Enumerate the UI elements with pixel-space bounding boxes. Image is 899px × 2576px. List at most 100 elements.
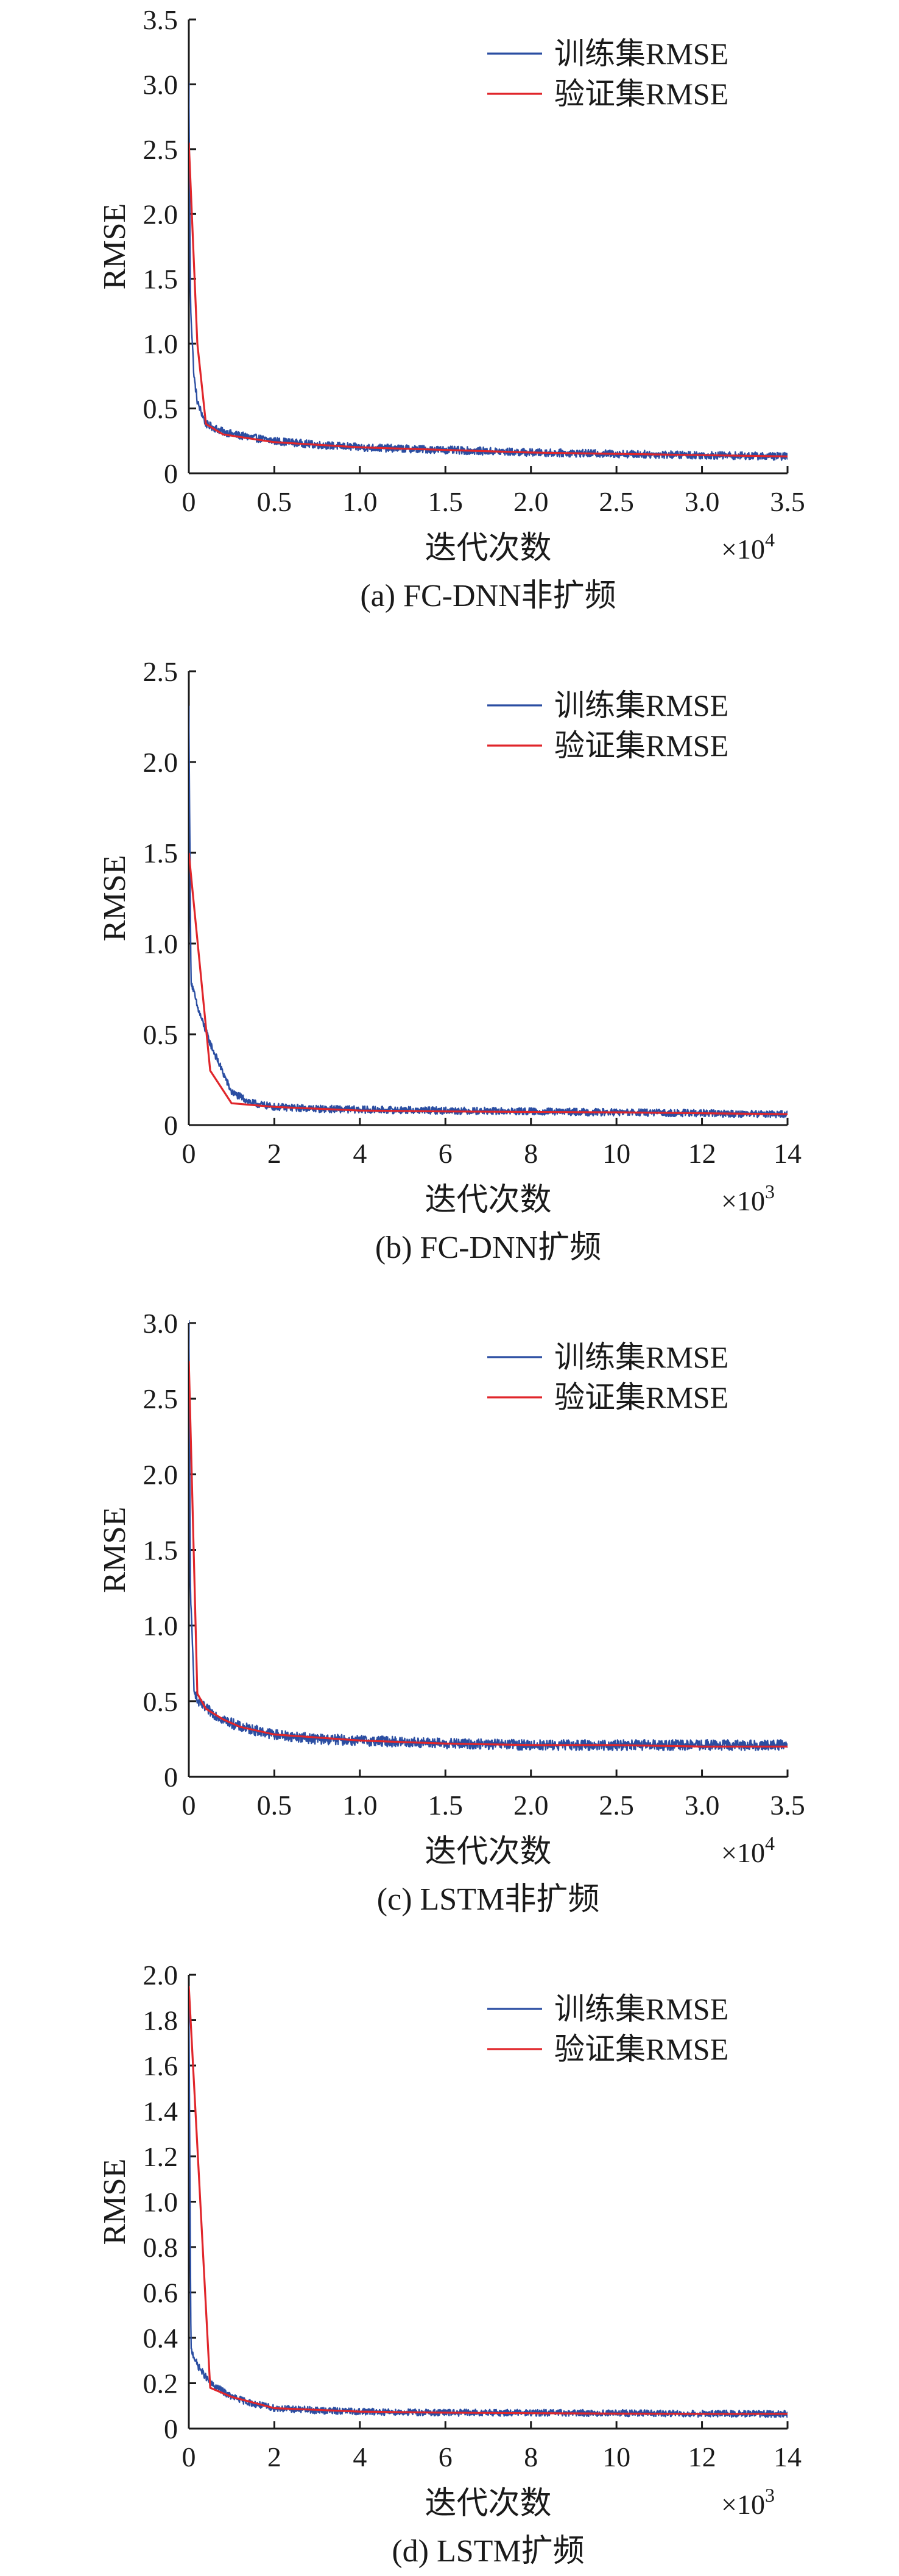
x-axis-title: 迭代次数: [425, 2486, 551, 2521]
x-multiplier-base: ×10: [721, 2489, 765, 2520]
y-tick-label: 1.2: [143, 2141, 178, 2172]
x-axis-title: 迭代次数: [425, 1835, 551, 1869]
subfigure-caption: (d) LSTM扩频: [392, 2534, 584, 2569]
x-tick-label: 8: [524, 1138, 538, 1169]
y-tick-label: 0.2: [143, 2368, 178, 2399]
y-tick-label: 1.0: [143, 928, 178, 959]
y-tick-label: 0: [164, 2413, 178, 2444]
x-tick-label: 0.5: [257, 486, 292, 517]
x-tick-label: 3.5: [770, 486, 805, 517]
y-axis-title: RMSE: [97, 1507, 132, 1593]
chart-panel: 0 0.2 0.4 0.6 0.8 1.0 1.2 1.4 1.6 1.8 2.0 0 2 4 6 8 10 12…: [97, 1960, 802, 2569]
legend-label: 训练集RMSE: [554, 1992, 728, 2026]
x-multiplier-exponent: 4: [765, 1832, 775, 1854]
x-tick-label: 0: [182, 1790, 196, 1821]
series-line-train-rmse: [189, 705, 788, 1118]
chart-panel: 0 0.5 1.0 1.5 2.0 2.5 0 2 4 6 8 10 12 14 迭代次数 RMSE ×103 (…: [97, 656, 802, 1265]
x-tick-label: 6: [439, 1138, 453, 1169]
x-multiplier-base: ×10: [721, 534, 765, 565]
y-tick-label: 2.0: [143, 1459, 178, 1490]
subfigure-caption: (b) FC-DNN扩频: [375, 1230, 601, 1265]
x-tick-label: 3.0: [685, 1790, 720, 1821]
y-tick-label: 2.0: [143, 199, 178, 230]
x-tick-label: 2.5: [599, 486, 634, 517]
legend-label: 训练集RMSE: [554, 37, 728, 71]
x-tick-label: 14: [774, 2441, 802, 2472]
y-tick-label: 1.0: [143, 328, 178, 359]
series-line-validation-rmse: [189, 1361, 788, 1748]
x-tick-label: 12: [688, 1138, 716, 1169]
y-tick-label: 0.6: [143, 2278, 178, 2309]
x-tick-label: 0.5: [257, 1790, 292, 1821]
y-tick-label: 1.5: [143, 838, 178, 869]
x-tick-label: 1.0: [342, 486, 378, 517]
y-tick-label: 0.8: [143, 2232, 178, 2263]
y-tick-label: 2.5: [143, 1383, 178, 1414]
x-multiplier-label: ×104: [721, 1832, 775, 1868]
x-tick-label: 12: [688, 2441, 716, 2472]
series-line-train-rmse: [189, 82, 788, 461]
y-tick-label: 1.0: [143, 1611, 178, 1642]
y-tick-label: 0.5: [143, 1019, 178, 1050]
x-multiplier-label: ×103: [721, 2484, 775, 2520]
y-axis-title: RMSE: [97, 2159, 132, 2245]
y-tick-label: 1.5: [143, 264, 178, 295]
subfigure-caption: (c) LSTM非扩频: [377, 1882, 599, 1917]
subfigure-caption: (a) FC-DNN非扩频: [360, 579, 616, 613]
x-tick-label: 2: [267, 2441, 281, 2472]
x-multiplier-exponent: 3: [765, 1180, 775, 1202]
x-tick-label: 3.0: [685, 486, 720, 517]
y-tick-label: 1.4: [143, 2096, 178, 2127]
y-tick-label: 3.5: [143, 4, 178, 35]
x-tick-label: 2: [267, 1138, 281, 1169]
x-tick-label: 2.0: [513, 486, 549, 517]
legend-label: 训练集RMSE: [554, 1340, 728, 1374]
x-multiplier-base: ×10: [721, 1185, 765, 1216]
x-multiplier-exponent: 3: [765, 2484, 775, 2506]
legend-label: 验证集RMSE: [554, 2032, 728, 2066]
legend-label: 验证集RMSE: [554, 77, 728, 111]
series-line-validation-rmse: [189, 1986, 788, 2415]
x-tick-label: 4: [353, 2441, 367, 2472]
series-line-train-rmse: [189, 1319, 788, 1751]
x-tick-label: 10: [602, 2441, 630, 2472]
x-multiplier-label: ×103: [721, 1180, 775, 1216]
x-tick-label: 4: [353, 1138, 367, 1169]
x-tick-label: 2.0: [513, 1790, 549, 1821]
y-tick-label: 1.6: [143, 2050, 178, 2081]
series-line-validation-rmse: [189, 852, 788, 1115]
x-tick-label: 8: [524, 2441, 538, 2472]
legend-label: 验证集RMSE: [554, 1380, 728, 1414]
x-tick-label: 3.5: [770, 1790, 805, 1821]
x-axis-title: 迭代次数: [425, 1183, 551, 1218]
y-tick-label: 0: [164, 458, 178, 489]
y-tick-label: 1.5: [143, 1535, 178, 1566]
y-tick-label: 0.4: [143, 2323, 178, 2354]
x-tick-label: 1.5: [428, 486, 464, 517]
x-tick-label: 10: [602, 1138, 630, 1169]
x-multiplier-label: ×104: [721, 529, 775, 565]
legend-label: 训练集RMSE: [554, 688, 728, 722]
y-tick-label: 3.0: [143, 69, 178, 100]
x-tick-label: 0: [182, 2441, 196, 2472]
y-tick-label: 0: [164, 1762, 178, 1793]
y-axis-title: RMSE: [97, 203, 132, 290]
y-tick-label: 2.5: [143, 656, 178, 687]
x-multiplier-exponent: 4: [765, 529, 775, 551]
y-tick-label: 0.5: [143, 1686, 178, 1717]
x-tick-label: 1.0: [342, 1790, 378, 1821]
x-multiplier-base: ×10: [721, 1837, 765, 1868]
series-line-validation-rmse: [189, 143, 788, 457]
legend-label: 验证集RMSE: [554, 729, 728, 763]
y-tick-label: 0.5: [143, 393, 178, 425]
y-axis-title: RMSE: [97, 855, 132, 942]
x-tick-label: 6: [439, 2441, 453, 2472]
y-tick-label: 1.8: [143, 2005, 178, 2036]
x-tick-label: 0: [182, 486, 196, 517]
y-tick-label: 2.0: [143, 747, 178, 778]
y-tick-label: 1.0: [143, 2187, 178, 2218]
y-tick-label: 2.0: [143, 1960, 178, 1991]
x-axis-title: 迭代次数: [425, 531, 551, 566]
y-tick-label: 0: [164, 1110, 178, 1141]
